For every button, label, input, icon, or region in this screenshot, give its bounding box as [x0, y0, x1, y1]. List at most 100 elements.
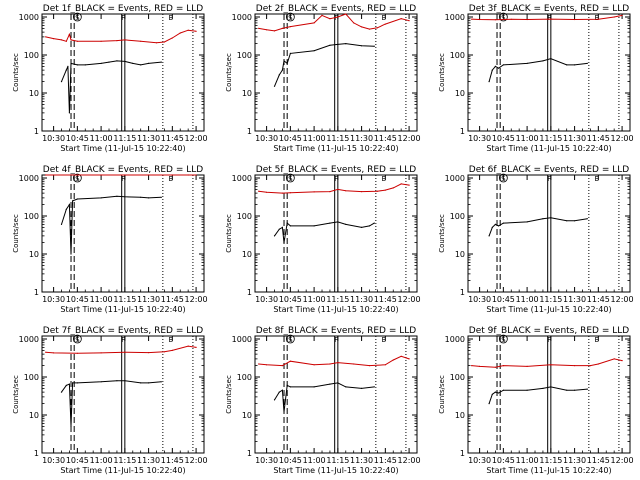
y-tick-label: 1000: [232, 13, 252, 22]
data-point-lld: [281, 365, 283, 367]
data-point-events: [281, 389, 283, 391]
data-point-lld: [353, 22, 355, 24]
x-tick-label: 11:15: [539, 295, 562, 304]
data-point-lld: [494, 366, 496, 368]
data-point-events: [70, 62, 72, 64]
data-point-events: [72, 200, 74, 202]
data-point-lld: [400, 183, 402, 185]
data-point-events: [76, 198, 78, 200]
series-line-events: [61, 195, 162, 255]
data-point-events: [329, 44, 331, 46]
data-point-events: [526, 62, 528, 64]
x-tick-label: 11:30: [563, 295, 586, 304]
x-axis-label: Start Time (11-Jul-15 10:22:40): [60, 144, 185, 153]
data-point-lld: [408, 358, 410, 360]
marker-end: E: [595, 14, 599, 22]
panel-title: Det 6f_BLACK = Events, RED = LLD: [469, 165, 629, 175]
data-point-events: [68, 204, 70, 206]
data-point-events: [586, 62, 588, 64]
y-tick-label: 1: [247, 449, 252, 458]
data-point-events: [526, 389, 528, 391]
marker-flare: F: [547, 14, 551, 22]
x-tick-label: 10:45: [492, 134, 515, 143]
y-tick-label: 10: [455, 411, 465, 420]
data-point-events: [160, 196, 162, 198]
data-point-events: [281, 226, 283, 228]
data-point-events: [566, 389, 568, 391]
marker-end: E: [169, 336, 173, 344]
data-point-events: [526, 221, 528, 223]
panel-title: Det 9f_BLACK = Events, RED = LLD: [469, 326, 629, 336]
data-point-events: [329, 383, 331, 385]
detector-panel-4: Det 4f_BLACK = Events, RED = LLD 1 10 100 10…: [12, 165, 208, 314]
data-point-lld: [45, 36, 47, 38]
x-tick-label: 10:45: [66, 295, 89, 304]
data-point-events: [289, 52, 291, 55]
series-line-events: [488, 217, 588, 237]
data-point-events: [67, 65, 69, 67]
y-tick-label: 1000: [19, 174, 39, 183]
data-point-lld: [273, 30, 276, 32]
y-tick-label: 1000: [19, 13, 39, 22]
data-point-lld: [100, 352, 102, 354]
data-point-events: [329, 222, 331, 224]
data-point-lld: [100, 174, 102, 176]
data-point-lld: [76, 352, 78, 354]
x-tick-label: 11:15: [113, 295, 136, 304]
y-tick-label: 1: [34, 127, 39, 136]
data-point-events: [373, 45, 375, 47]
data-point-events: [60, 223, 63, 225]
x-tick-label: 11:15: [326, 456, 349, 465]
y-tick-label: 1000: [19, 335, 39, 344]
plot-frame: [41, 174, 205, 293]
x-tick-label: 12:00: [398, 134, 421, 143]
data-point-lld: [550, 18, 552, 20]
y-tick-label: 1000: [232, 174, 252, 183]
data-point-events: [100, 381, 102, 383]
x-tick-label: 11:15: [113, 456, 136, 465]
plot-frame: [41, 13, 205, 132]
x-axis-label: Start Time (11-Jul-15 10:22:40): [60, 466, 185, 475]
data-point-events: [140, 382, 142, 384]
data-point-events: [65, 208, 67, 210]
y-tick-label: 100: [237, 212, 252, 221]
marker-end: E: [382, 175, 386, 183]
marker-start: S: [75, 175, 80, 183]
data-point-events: [337, 221, 339, 223]
data-point-lld: [313, 22, 315, 24]
data-point-events: [488, 81, 490, 83]
data-point-events: [116, 195, 118, 197]
data-point-lld: [313, 191, 315, 193]
y-tick-label: 10: [455, 250, 465, 259]
marker-flare: F: [334, 175, 338, 183]
marker-flare: F: [121, 336, 125, 344]
plot-frame: [467, 13, 631, 132]
data-point-events: [124, 60, 126, 63]
data-point-lld: [258, 363, 260, 365]
data-point-events: [70, 253, 72, 255]
x-tick-label: 10:45: [66, 456, 89, 465]
data-point-lld: [187, 174, 189, 176]
marker-start: S: [75, 336, 80, 344]
data-point-events: [286, 384, 288, 386]
data-point-lld: [526, 365, 528, 367]
data-point-lld: [140, 40, 142, 42]
data-point-lld: [195, 30, 197, 32]
x-tick-label: 11:15: [113, 134, 136, 143]
data-point-events: [550, 217, 552, 219]
data-point-events: [65, 384, 67, 386]
data-point-events: [574, 389, 576, 391]
data-point-lld: [124, 174, 126, 176]
x-tick-label: 11:45: [161, 456, 184, 465]
data-point-events: [574, 220, 576, 222]
data-point-lld: [195, 346, 197, 348]
data-point-lld: [100, 40, 102, 42]
data-point-lld: [289, 26, 291, 28]
data-point-events: [84, 64, 86, 66]
data-point-lld: [68, 33, 70, 35]
data-point-events: [488, 403, 490, 405]
data-point-lld: [171, 174, 173, 176]
x-tick-label: 12:00: [185, 295, 208, 304]
data-point-events: [574, 64, 576, 66]
marker-circle: [285, 334, 295, 344]
